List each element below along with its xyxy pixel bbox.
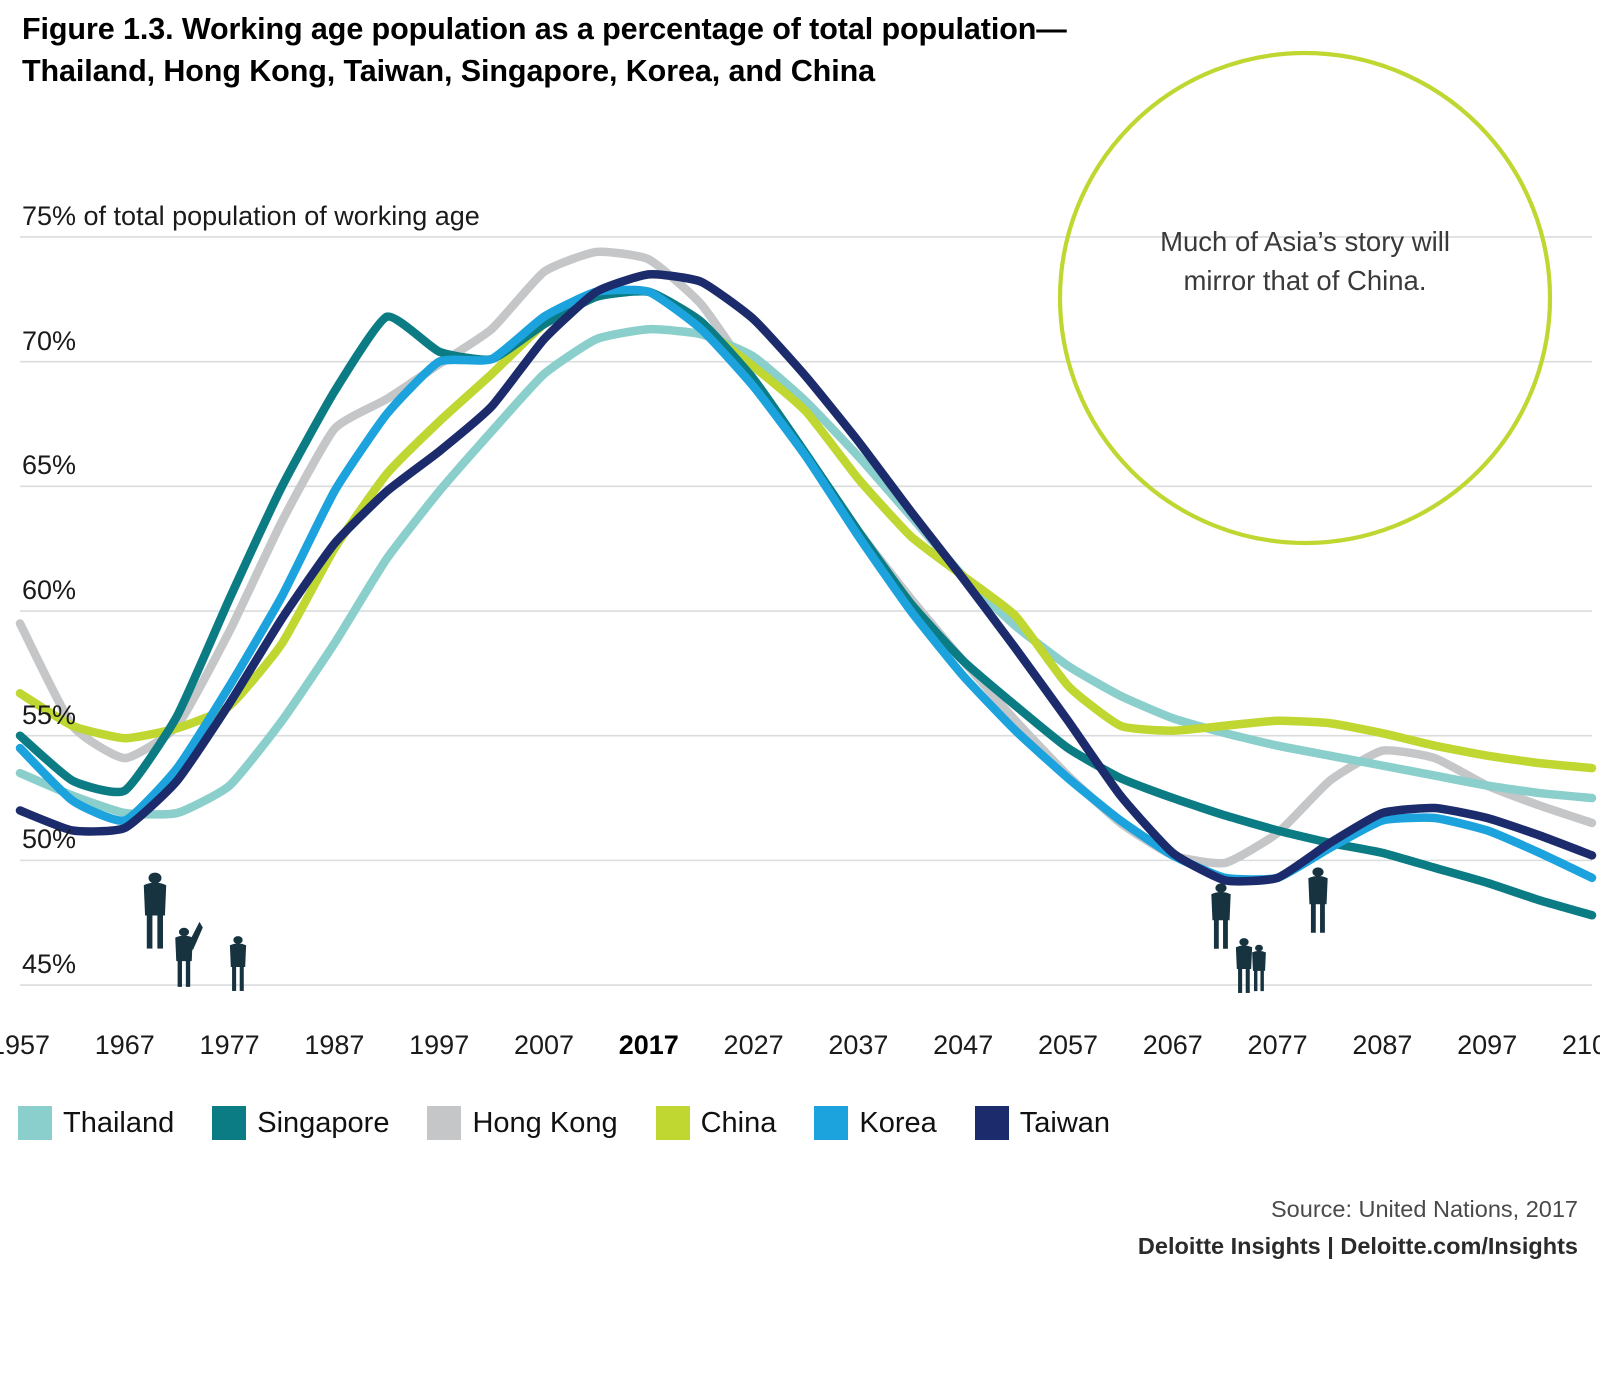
y-axis-label-75: 75% of total population of working age bbox=[22, 200, 480, 231]
x-axis-label-2097: 2097 bbox=[1457, 1030, 1518, 1060]
legend-label: Singapore bbox=[257, 1106, 390, 1139]
x-axis-label-2037: 2037 bbox=[828, 1030, 889, 1060]
legend-label: Hong Kong bbox=[472, 1106, 618, 1139]
legend-label: Taiwan bbox=[1019, 1106, 1111, 1139]
person-silhouette bbox=[1235, 938, 1253, 993]
legend-swatch-icon bbox=[655, 1106, 690, 1140]
person-silhouette bbox=[143, 872, 167, 949]
chart-plot-area: 45% 50% 55% 60% 65% 70% 75% of total populatio… bbox=[0, 50, 1600, 1060]
legend-item-hong-kong[interactable]: Hong Kong bbox=[427, 1106, 618, 1140]
x-axis-label-1967: 1967 bbox=[94, 1030, 155, 1060]
page-title: Figure 1.3. Working age population as a … bbox=[22, 12, 1067, 89]
y-gridlines bbox=[20, 236, 1592, 986]
y-axis-label-55: 55% bbox=[22, 699, 77, 730]
source-note: Source: United Nations, 2017 bbox=[1271, 1196, 1578, 1222]
x-axis-label-2057: 2057 bbox=[1037, 1030, 1099, 1060]
x-axis-label-2077: 2077 bbox=[1247, 1030, 1308, 1060]
person-silhouette bbox=[1308, 867, 1328, 933]
line-chart-svg bbox=[15, 50, 1597, 993]
legend-item-singapore[interactable]: Singapore bbox=[212, 1106, 389, 1140]
x-axis-label-2007: 2007 bbox=[513, 1030, 575, 1060]
x-axis-label-1957: 1957 bbox=[0, 1030, 51, 1060]
x-axis-label-2107: 2107 bbox=[1561, 1030, 1600, 1060]
series-line-taiwan bbox=[15, 270, 1597, 886]
legend-label: Thailand bbox=[63, 1106, 175, 1139]
legend-label: China bbox=[700, 1106, 777, 1139]
y-axis-label-45: 45% bbox=[22, 949, 77, 980]
person-silhouette bbox=[175, 921, 203, 987]
person-silhouette bbox=[1211, 883, 1231, 949]
legend-item-thailand[interactable]: Thailand bbox=[18, 1106, 174, 1140]
x-axis-label-2047: 2047 bbox=[933, 1030, 994, 1060]
legend-item-korea[interactable]: Korea bbox=[814, 1106, 937, 1140]
x-axis-label-2017: 2017 bbox=[618, 1030, 679, 1060]
legend-label: Korea bbox=[859, 1106, 937, 1139]
series-line-china bbox=[15, 286, 1597, 773]
brand-note: Deloitte Insights | Deloitte.com/Insight… bbox=[1137, 1233, 1578, 1260]
x-axis-label-1977: 1977 bbox=[199, 1030, 260, 1060]
y-axis-label-65: 65% bbox=[22, 450, 77, 481]
person-silhouette bbox=[1252, 944, 1266, 992]
x-axis-label-1997: 1997 bbox=[409, 1030, 470, 1060]
series-line-singapore bbox=[15, 287, 1597, 920]
x-axis-label-1987: 1987 bbox=[304, 1030, 365, 1060]
x-axis-label-2067: 2067 bbox=[1142, 1030, 1203, 1060]
series-line-hong-kong bbox=[15, 247, 1597, 868]
legend-swatch-icon bbox=[212, 1106, 247, 1140]
legend-swatch-icon bbox=[814, 1106, 849, 1140]
y-axis-label-70: 70% bbox=[22, 325, 77, 356]
y-axis-label-50: 50% bbox=[22, 824, 77, 855]
chart-legend: Thailand Singapore Hong Kong China Korea Taiw… bbox=[18, 1098, 1418, 1148]
legend-swatch-icon bbox=[18, 1106, 52, 1140]
legend-swatch-icon bbox=[427, 1106, 462, 1140]
x-axis-label-2027: 2027 bbox=[723, 1030, 784, 1060]
callout-annotation-text: Much of Asia’s story will mirror that of… bbox=[1160, 226, 1450, 297]
y-axis-label-60: 60% bbox=[22, 575, 77, 605]
legend-swatch-icon bbox=[974, 1106, 1009, 1140]
callout-circle bbox=[1057, 50, 1553, 546]
legend-item-china[interactable]: China bbox=[655, 1106, 777, 1140]
figure-footer: Source: United Nations, 2017 Deloitte In… bbox=[678, 1192, 1578, 1266]
person-silhouette bbox=[229, 936, 247, 991]
series-line-thailand bbox=[15, 324, 1597, 819]
x-axis-label-2087: 2087 bbox=[1352, 1030, 1413, 1060]
legend-item-taiwan[interactable]: Taiwan bbox=[974, 1106, 1111, 1140]
series-lines bbox=[15, 247, 1597, 920]
decorative-people bbox=[143, 867, 1328, 993]
